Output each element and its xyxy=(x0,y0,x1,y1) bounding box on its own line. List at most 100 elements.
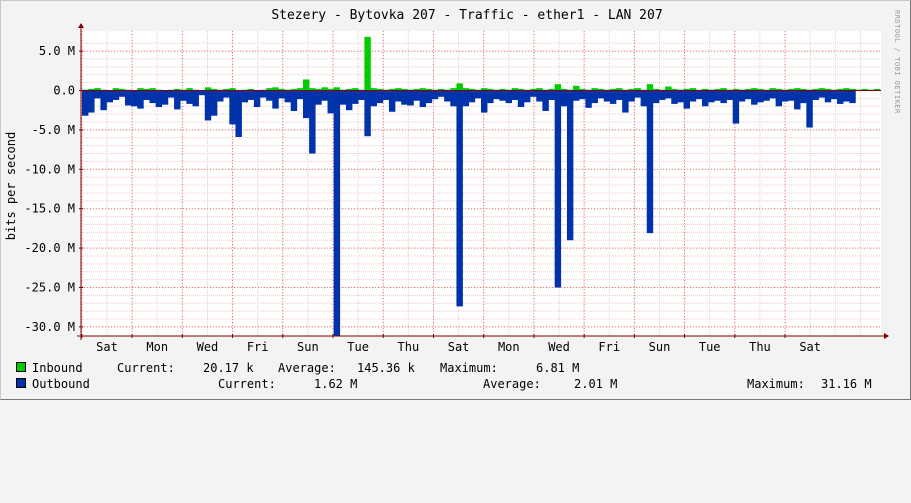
outbound-bar xyxy=(690,91,696,102)
inbound-bar xyxy=(456,83,462,90)
outbound-bar xyxy=(849,91,855,104)
outbound-bar xyxy=(782,91,788,102)
y-tick-label: 5.0 M xyxy=(39,44,75,58)
outbound-bar xyxy=(334,91,340,337)
outbound-bar xyxy=(242,91,248,103)
outbound-bar xyxy=(837,91,843,104)
outbound-bar xyxy=(524,91,530,103)
inbound-bar xyxy=(665,87,671,91)
outbound-bar xyxy=(119,91,125,97)
outbound-bar xyxy=(340,91,346,105)
legend-outbound-current-label: Current: xyxy=(218,377,276,391)
outbound-bar xyxy=(665,91,671,99)
outbound-bar xyxy=(192,91,198,107)
legend-inbound-current-label: Current: xyxy=(117,361,175,375)
outbound-bar xyxy=(352,91,358,104)
x-tick-label: Sat xyxy=(448,340,470,354)
outbound-bar xyxy=(315,91,321,105)
outbound-bar xyxy=(757,91,763,103)
x-tick-label: Sun xyxy=(297,340,319,354)
y-tick-label: -25.0 M xyxy=(24,281,75,295)
y-axis-label: bits per second xyxy=(4,132,18,240)
x-axis-arrow xyxy=(884,333,889,339)
outbound-bar xyxy=(303,91,309,119)
legend-inbound-average-label: Average: xyxy=(278,361,336,375)
x-tick-label: Wed xyxy=(548,340,570,354)
x-tick-label: Thu xyxy=(398,340,420,354)
outbound-bar xyxy=(671,91,677,104)
outbound-bar xyxy=(475,91,481,99)
outbound-bar xyxy=(248,91,254,100)
outbound-bar xyxy=(100,91,106,111)
outbound-bar xyxy=(420,91,426,108)
x-tick-label: Mon xyxy=(146,340,168,354)
outbound-bar xyxy=(579,91,585,100)
outbound-bar xyxy=(137,91,143,109)
outbound-bar xyxy=(794,91,800,110)
outbound-bar xyxy=(825,91,831,103)
legend-row-inbound: Inbound Current: 20.17 k Average: 145.36… xyxy=(16,361,30,375)
outbound-bar xyxy=(567,91,573,241)
outbound-bar xyxy=(604,91,610,102)
outbound-bar xyxy=(254,91,260,108)
outbound-bar xyxy=(168,91,174,98)
outbound-bar xyxy=(205,91,211,121)
outbound-bar xyxy=(659,91,665,100)
outbound-bar xyxy=(94,91,100,99)
outbound-bar xyxy=(616,91,622,100)
outbound-bar xyxy=(573,91,579,101)
outbound-bar xyxy=(555,91,561,288)
inbound-bar xyxy=(573,86,579,91)
outbound-bar xyxy=(806,91,812,128)
outbound-bar xyxy=(745,91,751,100)
legend-outbound-average-label: Average: xyxy=(483,377,541,391)
outbound-bar xyxy=(309,91,315,154)
outbound-bar xyxy=(788,91,794,101)
inbound-bar xyxy=(555,84,561,90)
outbound-bar xyxy=(585,91,591,108)
outbound-bar xyxy=(438,91,444,97)
x-tick-label: Sat xyxy=(799,340,821,354)
y-axis-arrow xyxy=(78,23,84,28)
outbound-bar xyxy=(162,91,168,105)
outbound-bar xyxy=(377,91,383,104)
plot-area xyxy=(81,31,881,336)
y-tick-label: 0.0 xyxy=(53,84,75,98)
legend-row-outbound: Outbound Current: 1.62 M Average: 2.01 M… xyxy=(16,377,30,391)
outbound-bar xyxy=(143,91,149,100)
outbound-bar xyxy=(727,91,733,100)
outbound-bar xyxy=(518,91,524,108)
outbound-bar xyxy=(763,91,769,101)
outbound-bar xyxy=(297,91,303,100)
outbound-bar xyxy=(647,91,653,234)
outbound-bar xyxy=(291,91,297,111)
outbound-bar xyxy=(739,91,745,102)
y-tick-label: -10.0 M xyxy=(24,162,75,176)
outbound-bar xyxy=(235,91,241,137)
grid xyxy=(81,31,881,336)
outbound-bar xyxy=(278,91,284,99)
outbound-bar xyxy=(493,91,499,100)
outbound-bar xyxy=(776,91,782,107)
outbound-bar xyxy=(260,91,266,98)
outbound-bar xyxy=(407,91,413,106)
outbound-bar xyxy=(708,91,714,103)
outbound-bar xyxy=(432,91,438,100)
outbound-bar xyxy=(285,91,291,103)
outbound-bar xyxy=(413,91,419,101)
x-tick-label: Sat xyxy=(96,340,118,354)
inbound-bar xyxy=(303,79,309,90)
outbound-bar xyxy=(843,91,849,102)
outbound-bar xyxy=(628,91,634,102)
outbound-bar xyxy=(542,91,548,111)
legend-outbound-maximum-label: Maximum: xyxy=(747,377,805,391)
x-tick-label: Fri xyxy=(598,340,620,354)
outbound-bar xyxy=(88,91,94,113)
y-tick-label: -20.0 M xyxy=(24,241,75,255)
outbound-bar xyxy=(499,91,505,101)
outbound-bar xyxy=(426,91,432,104)
outbound-bar xyxy=(610,91,616,104)
outbound-bar xyxy=(714,91,720,101)
outbound-bar xyxy=(770,91,776,99)
